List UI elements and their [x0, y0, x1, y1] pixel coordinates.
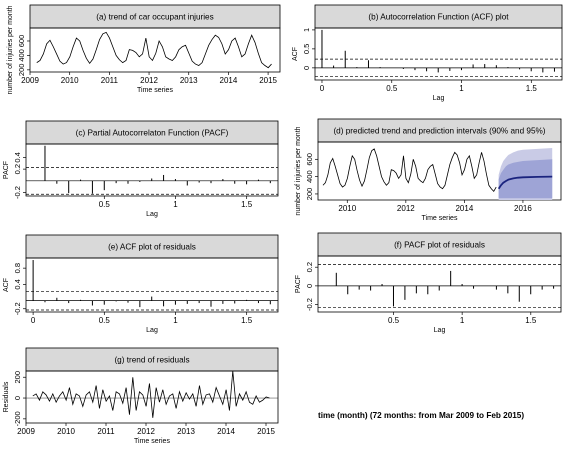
x-tick-label: 2011: [97, 427, 115, 436]
x-tick-label: 2013: [180, 76, 198, 85]
x-axis-label: Lag: [146, 211, 158, 218]
x-axis-label: Lag: [433, 95, 445, 102]
chart-title: (e) ACF plot of residuals: [108, 243, 196, 252]
x-tick-label: 1.5: [526, 84, 538, 93]
x-tick-label: 2014: [220, 76, 238, 85]
prediction-band-90: [498, 159, 553, 199]
chart-panel-d: (d) predicted trend and prediction inter…: [295, 118, 562, 222]
chart-panel-g: (g) trend of residuals 2009 2010 2011 2012 20…: [3, 347, 279, 445]
x-axis-label: Time series: [137, 87, 173, 94]
x-tick-label: 0.5: [386, 84, 398, 93]
chart-title: (c) Partial Autocorrelaton Function (PAC…: [76, 129, 229, 138]
x-tick-label: 2011: [101, 76, 119, 85]
y-axis-label: ACF: [3, 278, 10, 292]
y-tick-label: 0.8: [13, 263, 22, 273]
y-tick-label: 0.2: [305, 262, 314, 272]
y-axis-label: PACF: [3, 161, 10, 179]
footer-note: time (month) (72 months: from Mar 2009 t…: [318, 411, 525, 420]
y-tick-label: 200: [13, 371, 22, 384]
x-tick-label: 0.5: [388, 316, 400, 325]
chart-title: (b) Autocorrelation Function (ACF) plot: [368, 13, 509, 22]
x-tick-label: 2014: [455, 204, 473, 213]
x-tick-label: 2013: [177, 427, 195, 436]
y-tick-label: 600: [17, 35, 26, 48]
y-tick-label: 400: [305, 170, 314, 183]
plot-frame: [317, 255, 562, 313]
chart-title: (g) trend of residuals: [114, 356, 189, 365]
chart-panel-f: (f) PACF plot of residuals 0.5 1 1.5 -0.2 0 0.…: [295, 232, 562, 334]
x-tick-label: 0: [31, 316, 36, 325]
y-tick-label: 0.4: [13, 152, 22, 162]
y-tick-label: 400: [17, 49, 26, 62]
y-tick-label: 1: [302, 28, 311, 32]
y-axis-label: Residuals: [3, 381, 10, 412]
chart-title: (d) predicted trend and prediction inter…: [333, 127, 545, 136]
x-tick-label: 2014: [217, 427, 235, 436]
x-tick-label: 2010: [61, 76, 79, 85]
x-tick-label: 2009: [17, 427, 35, 436]
chart-panel-b: (b) Autocorrelation Function (ACF) plot 0…: [292, 4, 563, 102]
plot-frame: [25, 370, 279, 424]
chart-title: (f) PACF plot of residuals: [394, 241, 485, 250]
x-axis-label: Lag: [146, 327, 158, 334]
y-tick-label: -0.2: [13, 186, 22, 199]
y-tick-label: 0: [13, 396, 22, 400]
x-tick-label: 2010: [338, 204, 356, 213]
y-tick-label: 0.5: [302, 44, 311, 54]
x-axis-label: Time series: [134, 438, 170, 445]
x-axis-label: Time series: [422, 215, 458, 222]
plot-frame: [314, 27, 563, 81]
chart-panel-c: (c) Partial Autocorrelaton Function (PAC…: [3, 120, 279, 218]
y-tick-label: 0.2: [13, 164, 22, 174]
y-tick-label: 600: [305, 153, 314, 166]
x-tick-label: 2010: [57, 427, 75, 436]
x-tick-label: 1.5: [241, 200, 253, 209]
series-line: [36, 31, 272, 69]
x-tick-label: 0: [320, 84, 325, 93]
x-tick-label: 2015: [257, 427, 275, 436]
x-tick-label: 2012: [137, 427, 155, 436]
chart-title: (a) trend of car occupant injuries: [96, 13, 213, 22]
x-tick-label: 1.5: [525, 316, 537, 325]
x-tick-label: 1: [173, 316, 178, 325]
x-tick-label: 2009: [21, 76, 39, 85]
plot-frame: [25, 257, 279, 313]
forecast-mean-line: [497, 175, 553, 190]
plot-frame: [317, 141, 562, 201]
x-tick-label: 0.5: [99, 316, 111, 325]
x-tick-label: 1: [173, 200, 178, 209]
x-tick-label: 1.5: [241, 316, 253, 325]
x-tick-label: 1: [460, 316, 465, 325]
series-line: [322, 148, 497, 193]
y-tick-label: 0.4: [13, 279, 22, 289]
plot-frame: [25, 143, 279, 197]
series-line: [32, 370, 270, 418]
y-tick-label: 200: [17, 64, 26, 77]
x-tick-label: 0.5: [99, 200, 111, 209]
y-tick-label: 0: [305, 284, 314, 288]
y-tick-label: -0.2: [13, 302, 22, 315]
x-tick-label: 2016: [514, 204, 532, 213]
y-axis-label: ACF: [292, 47, 299, 61]
chart-panel-e: (e) ACF plot of residuals 0 0.5 1 1.5 -0.2 0.4…: [3, 234, 279, 334]
x-axis-label: Lag: [434, 327, 446, 334]
x-tick-label: 2012: [397, 204, 415, 213]
y-tick-label: 0: [302, 66, 311, 70]
x-tick-label: 2012: [140, 76, 158, 85]
y-tick-label: 200: [305, 188, 314, 201]
y-axis-label: number of injuries per month: [7, 5, 14, 94]
x-tick-label: 2015: [259, 76, 277, 85]
plot-frame: [29, 27, 281, 73]
x-tick-label: 1: [459, 84, 464, 93]
y-tick-label: -0.2: [305, 298, 314, 311]
y-tick-label: -200: [13, 411, 22, 426]
y-axis-label: number of injuries per month: [295, 126, 302, 215]
y-axis-label: PACF: [295, 275, 302, 293]
